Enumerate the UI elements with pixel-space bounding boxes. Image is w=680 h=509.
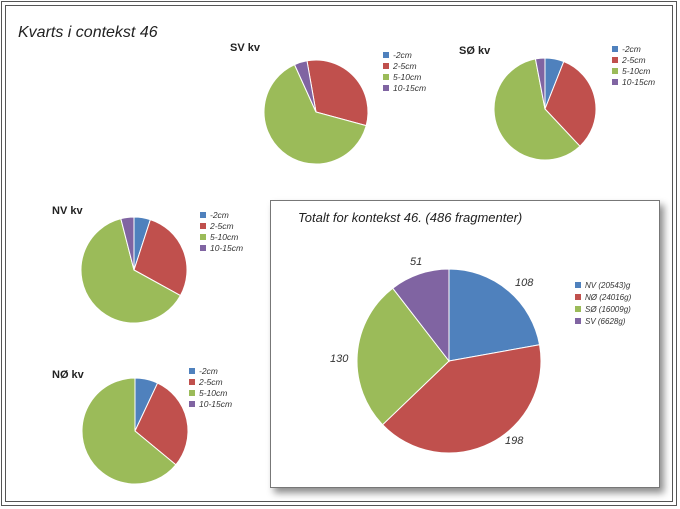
total-data-label-sv: 51 (410, 256, 423, 268)
pie-slice-5-10cm (81, 377, 177, 485)
pie-slice-2-5cm (133, 218, 188, 297)
legend-swatch (612, 56, 618, 63)
legend-label: 2-5cm (210, 220, 234, 231)
legend-swatch (189, 378, 195, 385)
so-chart-title: SØ kv (459, 45, 491, 57)
legend-label: 5-10cm (199, 387, 228, 398)
legend-swatch (575, 282, 581, 288)
legend-label: NØ (24016g) (585, 292, 632, 302)
legend-label: SØ (16009g) (585, 304, 631, 314)
pie-slice-sø-16009g (356, 287, 450, 426)
pie-slice-2-5cm (306, 59, 369, 127)
legend-label: 10-15cm (199, 398, 233, 409)
legend-label: -2cm (622, 43, 641, 54)
total-legend-item: SØ (16009g) (575, 303, 631, 315)
total-pie-chart (356, 268, 542, 454)
pie-slice-5-10cm (263, 63, 367, 165)
so-legend: -2cm 2-5cm 5-10cm 10-15cm (612, 43, 655, 87)
legend-label: 5-10cm (393, 71, 422, 82)
legend-label: -2cm (210, 209, 229, 220)
sv-legend-item: 10-15cm (383, 82, 426, 93)
legend-swatch (612, 78, 618, 85)
legend-label: 2-5cm (199, 376, 223, 387)
no-legend-item: 2-5cm (189, 376, 232, 387)
no-legend-item: -2cm (189, 365, 232, 376)
pie-slice-5-10cm (493, 58, 581, 161)
no-legend: -2cm 2-5cm 5-10cm 10-15cm (189, 365, 232, 409)
sv-legend-item: 5-10cm (383, 71, 426, 82)
legend-swatch (575, 306, 581, 312)
main-title: Kvarts i contekst 46 (18, 24, 158, 41)
legend-label: 2-5cm (393, 60, 417, 71)
no-pie-chart (81, 377, 189, 485)
total-data-label-no: 198 (505, 435, 524, 447)
legend-swatch (383, 62, 389, 69)
so-legend-item: 10-15cm (612, 76, 655, 87)
no-legend-item: 5-10cm (189, 387, 232, 398)
total-legend-item: NØ (24016g) (575, 291, 631, 303)
legend-swatch (612, 45, 618, 52)
total-chart-title: Totalt for kontekst 46. (486 fragmenter) (298, 210, 523, 225)
so-legend-item: -2cm (612, 43, 655, 54)
legend-swatch (189, 367, 195, 374)
total-legend-item: SV (6628g) (575, 315, 631, 327)
legend-swatch (383, 84, 389, 91)
sv-pie-chart (263, 59, 369, 165)
total-data-label-nv: 108 (515, 277, 534, 289)
legend-swatch (383, 73, 389, 80)
legend-label: SV (6628g) (585, 316, 626, 326)
legend-label: 5-10cm (210, 231, 239, 242)
pie-slice-sv-6628g (392, 268, 450, 363)
total-legend-item: NV (20543)g (575, 279, 631, 291)
legend-label: -2cm (199, 365, 218, 376)
pie-slice-2-5cm (134, 382, 189, 466)
legend-swatch (575, 294, 581, 300)
sv-legend-item: 2-5cm (383, 60, 426, 71)
legend-swatch (383, 51, 389, 58)
nv-legend-item: 2-5cm (200, 220, 243, 231)
pie-slice-2-5cm (544, 60, 597, 147)
legend-label: 5-10cm (622, 65, 651, 76)
pie-slice-10-15cm (293, 60, 317, 113)
legend-swatch (200, 211, 206, 218)
pie-slice-nø-24016g (381, 344, 542, 454)
legend-swatch (200, 222, 206, 229)
pie-slice-10-15cm (534, 57, 546, 110)
legend-label: 10-15cm (393, 82, 427, 93)
total-legend: NV (20543)g NØ (24016g) SØ (16009g) SV (… (575, 279, 631, 327)
no-chart-title: NØ kv (52, 369, 84, 381)
so-pie-chart (493, 57, 597, 161)
legend-swatch (189, 389, 195, 396)
no-legend-item: 10-15cm (189, 398, 232, 409)
so-legend-item: 2-5cm (612, 54, 655, 65)
nv-legend: -2cm 2-5cm 5-10cm 10-15cm (200, 209, 243, 253)
total-data-label-so: 130 (330, 353, 349, 365)
legend-label: -2cm (393, 49, 412, 60)
sv-chart-title: SV kv (230, 42, 260, 54)
sv-legend: -2cm 2-5cm 5-10cm 10-15cm (383, 49, 426, 93)
pie-slice-nv-20543-g (448, 268, 541, 362)
legend-swatch (200, 233, 206, 240)
nv-pie-chart (80, 216, 188, 324)
pie-slice-10-15cm (120, 216, 135, 271)
legend-label: 2-5cm (622, 54, 646, 65)
nv-legend-item: -2cm (200, 209, 243, 220)
legend-label: 10-15cm (210, 242, 244, 253)
legend-swatch (189, 400, 195, 407)
sv-legend-item: -2cm (383, 49, 426, 60)
nv-chart-title: NV kv (52, 205, 83, 217)
nv-legend-item: 5-10cm (200, 231, 243, 242)
legend-swatch (612, 67, 618, 74)
legend-swatch (200, 244, 206, 251)
inner-frame (5, 5, 673, 502)
legend-label: 10-15cm (622, 76, 656, 87)
legend-label: NV (20543)g (585, 280, 631, 290)
legend-swatch (575, 318, 581, 324)
so-legend-item: 5-10cm (612, 65, 655, 76)
pie-slice-5-10cm (80, 218, 182, 324)
nv-legend-item: 10-15cm (200, 242, 243, 253)
